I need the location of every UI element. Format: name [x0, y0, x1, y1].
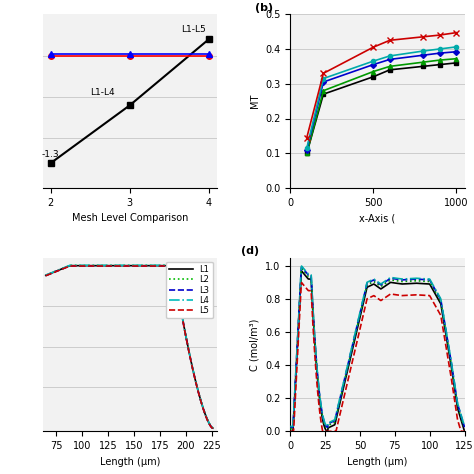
Y-axis label: C (mol/m³): C (mol/m³): [249, 318, 260, 371]
X-axis label: Length (μm): Length (μm): [100, 456, 160, 466]
X-axis label: Length (μm): Length (μm): [347, 456, 408, 466]
X-axis label: x-Axis (: x-Axis (: [359, 213, 395, 223]
Text: (d): (d): [241, 246, 259, 256]
Text: L1-L5: L1-L5: [182, 26, 206, 35]
Text: -1.3: -1.3: [41, 150, 59, 159]
Text: L1-L4: L1-L4: [90, 88, 115, 97]
X-axis label: Mesh Level Comparison: Mesh Level Comparison: [72, 213, 188, 223]
Legend: L1, L2, L3, L4, L5: L1, L2, L3, L4, L5: [166, 262, 213, 319]
Y-axis label: MT: MT: [249, 94, 260, 108]
Text: (b): (b): [255, 3, 273, 13]
